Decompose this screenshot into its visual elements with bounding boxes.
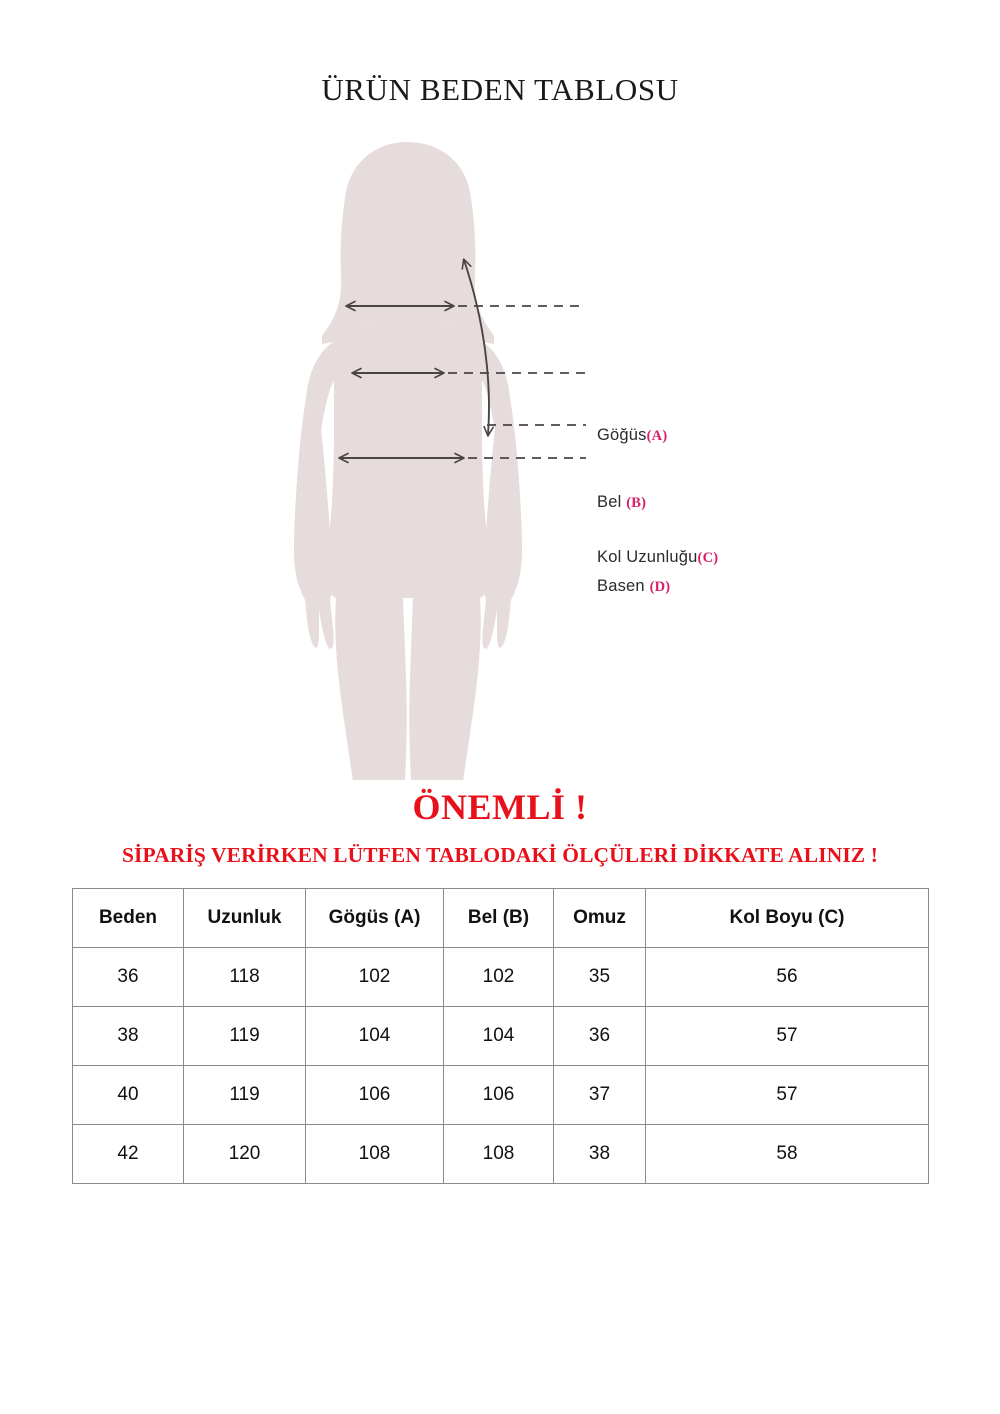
cell-omuz: 38: [553, 1124, 646, 1184]
page-title: ÜRÜN BEDEN TABLOSU: [321, 72, 679, 107]
cell-gogus: 108: [305, 1124, 444, 1184]
cell-omuz: 35: [553, 947, 646, 1007]
cell-uzunluk: 119: [183, 1065, 306, 1125]
cell-gogus: 104: [305, 1006, 444, 1066]
cell-omuz: 36: [553, 1006, 646, 1066]
cell-uzunluk: 118: [183, 947, 306, 1007]
waist-label-text: Bel: [597, 493, 627, 511]
important-subheading: SİPARİŞ VERİRKEN LÜTFEN TABLODAKİ ÖLÇÜLE…: [122, 843, 878, 867]
hip-label-code: (D): [649, 579, 671, 595]
female-body-silhouette: [294, 142, 522, 780]
cell-bel: 108: [443, 1124, 554, 1184]
important-heading: ÖNEMLİ !: [412, 787, 588, 827]
cell-bel: 106: [443, 1065, 554, 1125]
header-uzunluk: Uzunluk: [183, 888, 306, 948]
table-row: 40 119 106 106 37 57: [72, 1065, 929, 1125]
cell-uzunluk: 120: [183, 1124, 306, 1184]
chest-label-code: (A): [646, 428, 668, 444]
cell-omuz: 37: [553, 1065, 646, 1125]
cell-gogus: 106: [305, 1065, 444, 1125]
table-row: 36 118 102 102 35 56: [72, 947, 929, 1007]
cell-bel: 102: [443, 947, 554, 1007]
cell-beden: 36: [72, 947, 184, 1007]
cell-kol-boyu: 57: [645, 1006, 929, 1066]
table-row: 38 119 104 104 36 57: [72, 1006, 929, 1066]
chest-label-text: Göğüs: [597, 426, 647, 444]
waist-label-code: (B): [626, 495, 647, 511]
table-row: 42 120 108 108 38 58: [72, 1124, 929, 1184]
waist-label: Bel (B): [597, 493, 646, 512]
chest-label: Göğüs(A): [597, 426, 667, 445]
cell-kol-boyu: 58: [645, 1124, 929, 1184]
hip-label: Basen (D): [597, 577, 670, 596]
cell-kol-boyu: 56: [645, 947, 929, 1007]
cell-beden: 42: [72, 1124, 184, 1184]
size-diagram: Göğüs(A) Bel (B) Kol Uzunluğu(C) Basen (…: [0, 130, 1000, 780]
cell-beden: 38: [72, 1006, 184, 1066]
hip-label-text: Basen: [597, 577, 650, 595]
sleeve-label-text: Kol Uzunluğu: [597, 548, 698, 566]
sleeve-label-code: (C): [697, 550, 719, 566]
table-header-row: Beden Uzunluk Gögüs (A) Bel (B) Omuz Kol…: [72, 888, 929, 948]
cell-bel: 104: [443, 1006, 554, 1066]
body-diagram-svg: [294, 142, 586, 780]
cell-gogus: 102: [305, 947, 444, 1007]
cell-uzunluk: 119: [183, 1006, 306, 1066]
header-beden: Beden: [72, 888, 184, 948]
cell-beden: 40: [72, 1065, 184, 1125]
sleeve-measure-arrow: [461, 258, 494, 437]
cell-kol-boyu: 57: [645, 1065, 929, 1125]
sleeve-label: Kol Uzunluğu(C): [597, 548, 718, 567]
size-table: Beden Uzunluk Gögüs (A) Bel (B) Omuz Kol…: [72, 888, 929, 1184]
header-bel: Bel (B): [443, 888, 554, 948]
header-kol-boyu: Kol Boyu (C): [645, 888, 929, 948]
header-gogus: Gögüs (A): [305, 888, 444, 948]
header-omuz: Omuz: [553, 888, 646, 948]
